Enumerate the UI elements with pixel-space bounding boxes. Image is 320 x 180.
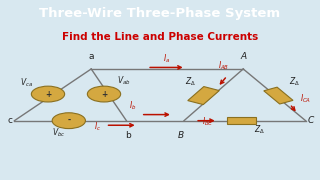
Circle shape	[87, 86, 121, 102]
Circle shape	[31, 86, 65, 102]
Polygon shape	[264, 87, 293, 104]
Text: Find the Line and Phase Currents: Find the Line and Phase Currents	[62, 32, 258, 42]
Text: A: A	[240, 52, 246, 61]
Text: $I_{AB}$: $I_{AB}$	[218, 60, 230, 72]
Text: $Z_\Delta$: $Z_\Delta$	[254, 123, 265, 136]
Text: $Z_\Delta$: $Z_\Delta$	[289, 75, 300, 88]
Text: B: B	[178, 130, 184, 140]
Text: a: a	[88, 52, 94, 61]
Polygon shape	[227, 117, 256, 124]
Text: $Z_\Delta$: $Z_\Delta$	[185, 75, 196, 88]
Text: +: +	[45, 90, 51, 99]
Text: c: c	[8, 116, 13, 125]
Text: $V_{ca}$: $V_{ca}$	[20, 77, 33, 89]
Polygon shape	[188, 87, 219, 105]
Text: Three-Wire Three-Phase System: Three-Wire Three-Phase System	[39, 7, 281, 21]
Circle shape	[52, 113, 85, 129]
Text: C: C	[307, 116, 314, 125]
Text: $I_b$: $I_b$	[129, 99, 137, 112]
Text: $V_{bc}$: $V_{bc}$	[52, 126, 66, 139]
Text: $I_{BC}$: $I_{BC}$	[202, 116, 213, 128]
Text: $I_{CA}$: $I_{CA}$	[300, 93, 311, 105]
Text: $I_c$: $I_c$	[94, 120, 101, 132]
Text: $V_{ab}$: $V_{ab}$	[117, 74, 131, 87]
Text: +: +	[101, 90, 107, 99]
Text: b: b	[125, 130, 131, 140]
Text: -: -	[67, 116, 70, 125]
Text: $I_a$: $I_a$	[163, 53, 170, 65]
